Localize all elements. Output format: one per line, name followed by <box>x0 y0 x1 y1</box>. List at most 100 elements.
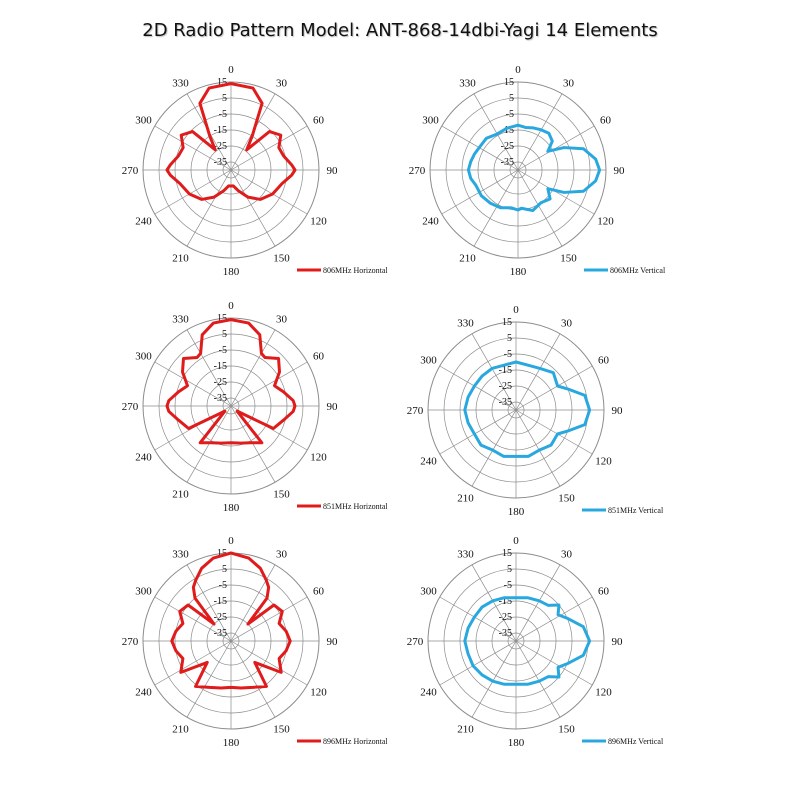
radial-tick-label: -25 <box>214 612 227 623</box>
radial-tick-label: 15 <box>217 548 227 559</box>
angle-tick-label: 240 <box>135 216 152 228</box>
angle-tick-label: 330 <box>172 314 189 326</box>
angle-tick-label: 210 <box>172 723 189 735</box>
grid-spoke <box>154 361 232 407</box>
radial-tick-label: 15 <box>502 548 512 559</box>
grid-spoke <box>471 333 517 411</box>
radial-tick-label: -15 <box>214 596 227 607</box>
angle-tick-label: 180 <box>508 737 525 749</box>
angle-tick-label: 330 <box>457 318 474 330</box>
grid-spoke <box>154 169 232 215</box>
grid-spoke <box>515 409 593 455</box>
angle-tick-label: 90 <box>612 405 624 417</box>
radial-tick-label: -25 <box>214 377 227 388</box>
polar-chart-5: 0 30 60 90 120 150 180 210 240 270 300 330 15 5 -5 -15 -… <box>122 535 389 749</box>
angle-tick-label: 150 <box>273 488 290 500</box>
legend-label: 896MHz Horizontal <box>323 737 388 746</box>
grid-spoke <box>515 596 593 642</box>
angle-tick-label: 0 <box>513 535 519 547</box>
radial-tick-label: -15 <box>499 596 512 607</box>
angle-tick-label: 240 <box>420 687 437 699</box>
radial-tick-label: 5 <box>222 93 227 104</box>
angle-tick-label: 180 <box>223 502 240 514</box>
angle-tick-label: 90 <box>612 636 624 648</box>
series-line <box>165 82 297 201</box>
page-title: 2D Radio Pattern Model: ANT-868-14dbi-Ya… <box>142 20 658 41</box>
angle-tick-label: 120 <box>595 687 612 699</box>
radial-tick-label: 5 <box>222 564 227 575</box>
grid-spoke <box>515 333 561 411</box>
polar-chart-4: 0 30 60 90 120 150 180 210 240 270 300 330 15 5 -5 -15 -… <box>407 304 664 518</box>
radial-tick-label: 15 <box>217 313 227 324</box>
angle-tick-label: 240 <box>422 216 439 228</box>
angle-tick-label: 270 <box>122 636 139 648</box>
angle-tick-label: 180 <box>508 506 525 518</box>
grid-spoke <box>439 596 517 642</box>
grid-spoke <box>154 125 232 171</box>
legend-label: 851MHz Horizontal <box>323 502 388 511</box>
radial-tick-label: 5 <box>507 564 512 575</box>
angle-tick-label: 30 <box>276 78 288 90</box>
radial-tick-label: -5 <box>219 580 227 591</box>
grid-spoke <box>439 640 517 686</box>
grid-spoke <box>230 329 276 407</box>
grid-spoke <box>471 564 517 642</box>
polar-chart-1: 0 30 60 90 120 150 180 210 240 270 300 330 15 5 -5 -15 -… <box>122 64 389 278</box>
angle-tick-label: 60 <box>313 351 325 363</box>
radial-tick-label: -25 <box>501 141 514 152</box>
angle-tick-label: 30 <box>276 549 288 561</box>
angle-tick-label: 90 <box>614 165 626 177</box>
grid-spoke <box>439 409 517 455</box>
angle-tick-label: 150 <box>558 492 575 504</box>
angle-tick-label: 180 <box>223 737 240 749</box>
angle-tick-label: 90 <box>327 165 339 177</box>
radial-tick-label: 15 <box>504 77 514 88</box>
grid-spoke <box>515 365 593 411</box>
angle-tick-label: 150 <box>273 252 290 264</box>
grid-spoke <box>471 409 517 487</box>
angle-tick-label: 30 <box>561 549 573 561</box>
angle-tick-label: 300 <box>135 586 152 598</box>
grid-spoke <box>230 596 308 642</box>
legend-label: 806MHz Vertical <box>610 266 666 275</box>
angle-tick-label: 120 <box>310 216 327 228</box>
radial-tick-label: -25 <box>499 381 512 392</box>
grid-spoke <box>230 640 308 686</box>
radial-tick-label: -5 <box>504 349 512 360</box>
grid-spoke <box>515 409 561 487</box>
radial-tick-label: 5 <box>222 329 227 340</box>
grid-spoke <box>230 125 308 171</box>
angle-tick-label: 300 <box>135 115 152 127</box>
radial-tick-label: -35 <box>499 397 512 408</box>
polar-chart-3: 0 30 60 90 120 150 180 210 240 270 300 330 15 5 -5 -15 -… <box>122 300 389 514</box>
radial-tick-label: -5 <box>506 109 514 120</box>
grid-spoke <box>471 640 517 718</box>
angle-tick-label: 150 <box>560 252 577 264</box>
angle-tick-label: 210 <box>457 492 474 504</box>
series-line <box>170 551 292 690</box>
grid-spoke <box>517 169 563 247</box>
angle-tick-label: 270 <box>122 165 139 177</box>
angle-tick-label: 120 <box>597 216 614 228</box>
legend-label: 851MHz Vertical <box>608 506 664 515</box>
angle-tick-label: 120 <box>595 456 612 468</box>
radial-tick-label: -15 <box>214 125 227 136</box>
angle-tick-label: 270 <box>409 165 426 177</box>
grid-spoke <box>473 169 519 247</box>
angle-tick-label: 300 <box>135 351 152 363</box>
grid-spoke <box>186 564 232 642</box>
grid-spoke <box>230 640 276 718</box>
angle-tick-label: 0 <box>513 304 519 316</box>
grid-spoke <box>230 169 276 247</box>
angle-tick-label: 0 <box>515 64 521 76</box>
radial-tick-label: -5 <box>504 580 512 591</box>
angle-tick-label: 210 <box>172 488 189 500</box>
grid-spoke <box>517 93 563 171</box>
angle-tick-label: 150 <box>558 723 575 735</box>
angle-tick-label: 270 <box>407 405 424 417</box>
angle-tick-label: 210 <box>457 723 474 735</box>
angle-tick-label: 240 <box>135 687 152 699</box>
angle-tick-label: 60 <box>598 355 610 367</box>
